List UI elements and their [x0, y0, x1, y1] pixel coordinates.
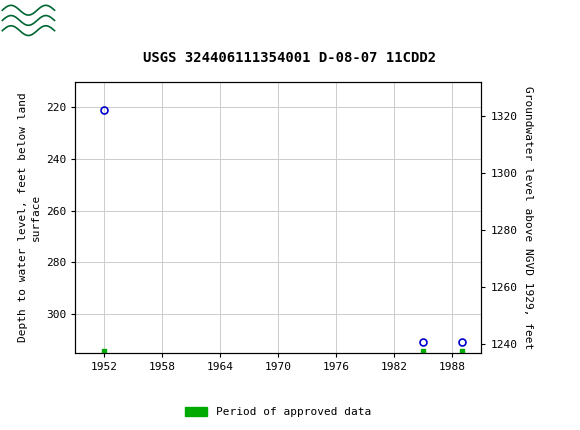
Bar — [1, 3, 56, 37]
Y-axis label: Depth to water level, feet below land
surface: Depth to water level, feet below land su… — [18, 92, 41, 342]
Y-axis label: Groundwater level above NGVD 1929, feet: Groundwater level above NGVD 1929, feet — [523, 86, 533, 349]
Text: USGS 324406111354001 D-08-07 11CDD2: USGS 324406111354001 D-08-07 11CDD2 — [143, 51, 437, 65]
Text: USGS: USGS — [61, 11, 108, 30]
Legend: Period of approved data: Period of approved data — [185, 407, 372, 418]
